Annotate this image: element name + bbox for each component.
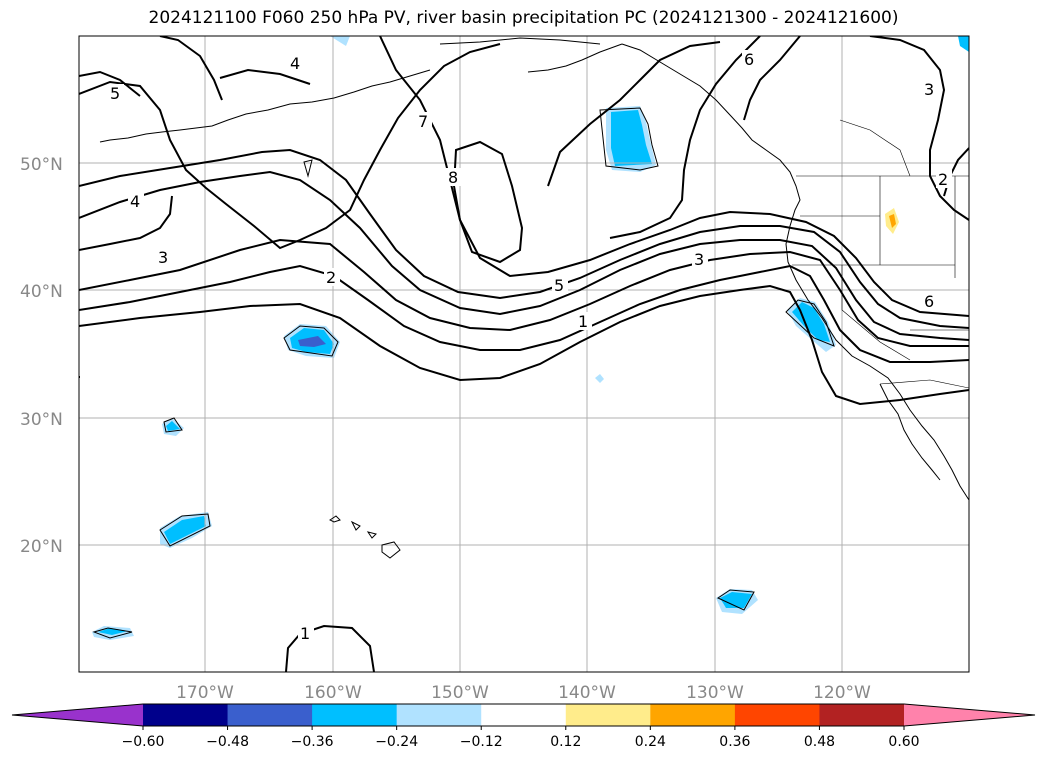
lat-label: 40°N [20,282,63,302]
latitude-labels: 50°N 40°N 30°N 20°N [20,155,63,557]
contour-label: 2 [326,268,336,287]
lon-label: 150°W [431,683,489,703]
colorbar-segment [143,704,229,726]
coastlines [92,37,969,639]
contour-label: 5 [554,276,564,295]
colorbar-tick-label: 0.60 [888,734,919,750]
colorbar-segment [481,704,567,726]
lat-label: 30°N [20,410,63,430]
gridlines [79,36,969,672]
contour-label: 8 [448,168,458,187]
lon-label: 170°W [176,683,234,703]
colorbar-segment [819,704,905,726]
contour-labels: 5 4 3 2 4 7 8 6 3 3 5 1 2 6 [108,50,952,643]
contour-label: 3 [158,248,168,267]
political-borders [792,119,969,389]
map-frame [78,35,970,673]
contour-label: 1 [578,312,588,331]
lat-label: 50°N [20,155,63,175]
colorbar-segment [734,704,820,726]
precip-shading [92,36,969,640]
colorbar-extend-max [904,704,1035,726]
colorbar-tick-label: −0.48 [206,734,249,750]
lat-label: 20°N [20,537,63,557]
colorbar-tick-label: 0.48 [804,734,835,750]
lon-label: 130°W [686,683,744,703]
contour-label: 3 [694,250,704,269]
colorbar-segment [312,704,398,726]
colorbar-tick-label: −0.60 [122,734,165,750]
colorbar: −0.60 −0.48 −0.36 −0.24 −0.12 0.12 0.24 0.36 0.4… [11,703,1036,750]
colorbar-tick-label: −0.36 [291,734,334,750]
map-background [79,36,969,672]
longitude-labels: 170°W 160°W 150°W 140°W 130°W 120°W [176,683,871,703]
colorbar-segment [565,704,651,726]
map-title: 2024121100 F060 250 hPa PV, river basin … [148,8,899,28]
lon-label: 160°W [304,683,362,703]
contour-label: 3 [924,80,934,99]
contour-label: 4 [130,192,140,211]
colorbar-tick-label: 0.36 [719,734,750,750]
contour-label: 2 [938,170,948,189]
contour-label: 5 [110,84,120,103]
colorbar-segment [396,704,482,726]
contour-label: 6 [924,292,934,311]
colorbar-tick-label: −0.24 [375,734,418,750]
colorbar-tick-label: 0.24 [635,734,666,750]
colorbar-tick-label: 0.12 [550,734,581,750]
lon-label: 120°W [813,683,871,703]
lon-label: 140°W [558,683,616,703]
colorbar-extend-min [12,704,143,726]
contour-label: 1 [300,624,310,643]
contour-label: 4 [290,54,300,73]
colorbar-tick-label: −0.12 [460,734,503,750]
colorbar-segment [227,704,313,726]
pv-contours [79,36,969,672]
colorbar-segment [650,704,736,726]
contour-label: 6 [744,50,754,69]
contour-label: 7 [418,112,428,131]
